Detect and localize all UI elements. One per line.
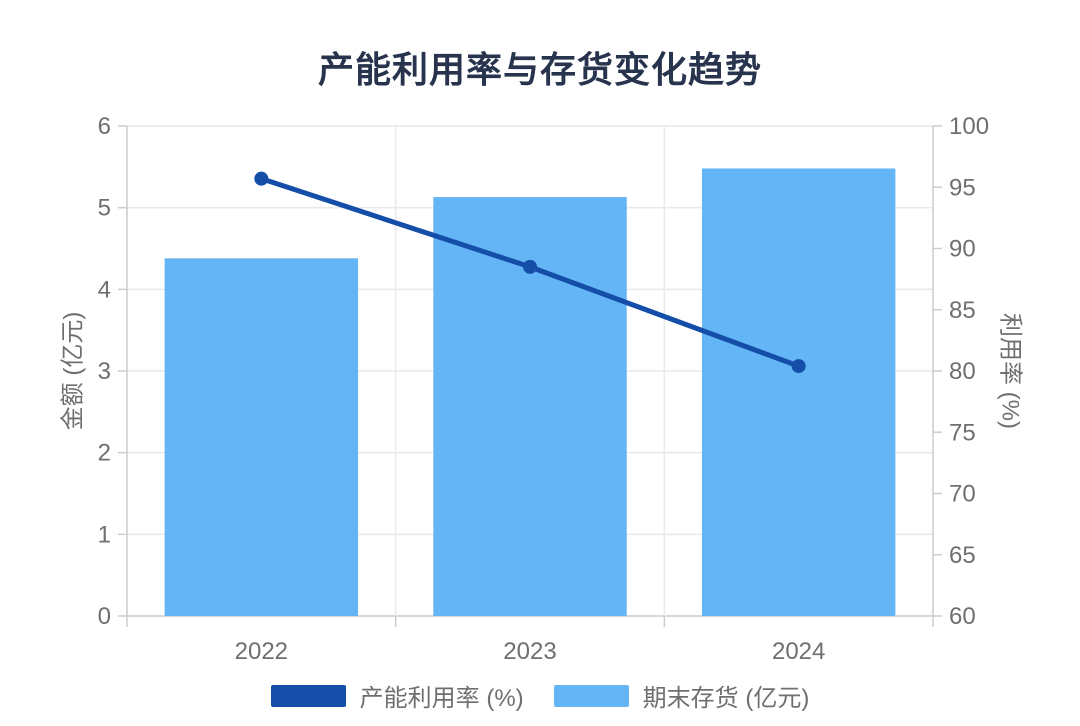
left-axis-tick-label: 2 [98,440,111,467]
x-axis-category-label: 2022 [235,638,288,665]
bar-2022[interactable] [164,258,359,616]
line-point-2022[interactable] [254,171,269,186]
x-axis-category-label: 2024 [772,638,825,665]
left-axis-tick-label: 5 [98,195,111,222]
left-axis-tick-label: 4 [98,276,111,303]
bar-2024[interactable] [701,168,896,616]
right-axis-tick-label: 75 [949,419,976,446]
right-axis-tick-label: 65 [949,542,976,569]
line-point-2024[interactable] [791,359,806,374]
legend: 产能利用率 (%) 期末存货 (亿元) [0,678,1080,713]
line-point-2023[interactable] [523,259,537,274]
left-axis-tick-label: 1 [98,521,111,548]
chart-title: 产能利用率与存货变化趋势 [317,49,762,90]
legend-label-ending-inventory: 期末存货 (亿元) [642,685,810,712]
right-axis-tick-label: 85 [949,297,976,324]
legend-swatch-ending-inventory [553,684,629,707]
legend-item-capacity-utilization[interactable]: 产能利用率 (%) [270,678,524,713]
legend-swatch-capacity-utilization [270,684,346,707]
right-axis-tick-label: 90 [949,236,976,263]
right-axis-tick-label: 95 [949,174,976,201]
left-axis-tick-label: 6 [98,113,111,140]
right-axis-tick-label: 70 [949,481,976,508]
left-axis-tick-label: 0 [98,603,111,630]
legend-item-ending-inventory[interactable]: 期末存货 (亿元) [553,678,810,713]
left-axis-tick-label: 3 [98,358,111,385]
right-axis-tick-label: 100 [949,113,989,140]
x-axis-category-label: 2023 [503,638,556,665]
right-axis-tick-label: 60 [949,603,976,630]
right-axis-tick-label: 80 [949,358,976,385]
legend-label-capacity-utilization: 产能利用率 (%) [359,685,524,712]
